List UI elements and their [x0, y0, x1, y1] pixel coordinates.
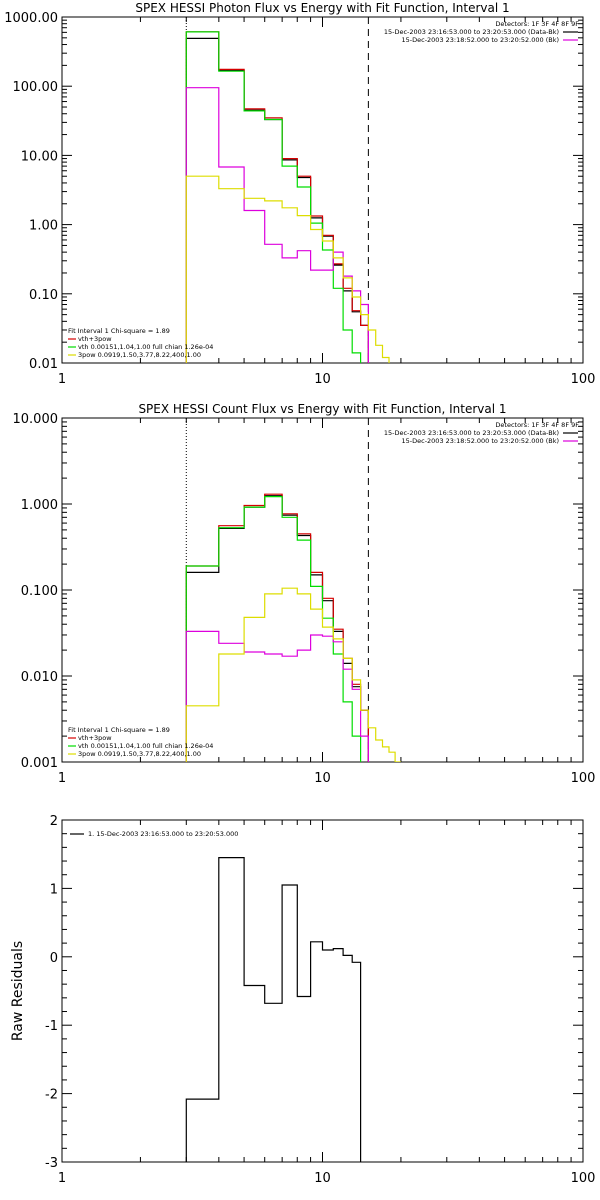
legend-text: 3pow 0.0919,1.50,3.77,8.22,400,1.00	[78, 351, 201, 359]
x-tick-label: 1	[58, 1171, 66, 1186]
series-5-line	[185, 587, 401, 762]
series-2-line	[185, 31, 369, 363]
y-tick-label: 10.00	[21, 149, 58, 164]
series-5-line	[185, 175, 390, 363]
y-tick-label: 100.00	[13, 80, 59, 95]
series-1-line	[185, 857, 362, 1162]
legend-text: Fit Interval 1 Chi-square = 1.89	[68, 726, 170, 734]
y-tick-label: 0.100	[21, 584, 58, 599]
series-4-line	[185, 630, 369, 762]
legend-text: 15-Dec-2003 23:18:52.000 to 23:20:52.000…	[402, 36, 560, 44]
series-2-line	[185, 493, 369, 762]
legend-text: 15-Dec-2003 23:18:52.000 to 23:20:52.000…	[402, 437, 560, 445]
y-tick-label: -3	[45, 1156, 58, 1171]
x-tick-label: 10	[314, 1171, 331, 1186]
x-tick-label: 10	[314, 372, 331, 387]
y-tick-label: 0.010	[21, 670, 58, 685]
legend-text: 3pow 0.0919,1.50,3.77,8.22,400,1.00	[78, 750, 201, 758]
series-3-line	[185, 31, 362, 363]
chart-1: SPEX HESSI Photon Flux vs Energy with Fi…	[4, 1, 595, 387]
series-4-line	[185, 87, 369, 363]
x-tick-label: 10	[314, 771, 331, 786]
legend-text: Detectors: 1F 3F 4F 8F 9F	[495, 421, 579, 429]
plot-frame	[61, 819, 584, 1163]
chart-3: Raw Residuals 1 10 100 -3 -2 -1 0 1 2 1. 15-Dec-20…	[10, 814, 595, 1186]
y-tick-label: 2	[50, 814, 58, 829]
plot-frame	[61, 16, 584, 364]
y-tick-label: 1.000	[21, 498, 58, 513]
legend-text: vth+3pow	[78, 734, 112, 742]
legend-text: Detectors: 1F 3F 4F 8F 9F	[495, 20, 579, 28]
y-tick-label: 1.00	[29, 219, 58, 234]
y-tick-label: 1	[50, 882, 58, 897]
legend-text: 15-Dec-2003 23:16:53.000 to 23:20:53.000…	[384, 429, 559, 437]
y-tick-label: -1	[45, 1019, 58, 1034]
legend-text: 1. 15-Dec-2003 23:16:53.000 to 23:20:53.…	[88, 830, 238, 838]
chart-title: SPEX HESSI Count Flux vs Energy with Fit…	[138, 402, 506, 416]
y-tick-label: -2	[45, 1088, 58, 1103]
legend-text: vth+3pow	[78, 335, 112, 343]
y-axis-label: Raw Residuals	[10, 941, 26, 1041]
x-tick-label: 100	[571, 372, 596, 387]
x-tick-label: 1	[58, 372, 66, 387]
x-tick-label: 100	[571, 1171, 596, 1186]
x-tick-label: 1	[58, 771, 66, 786]
legend-text: vth 0.00151,1.04,1.00 full chian 1.26e-0…	[78, 343, 213, 351]
y-tick-label: 0.10	[29, 288, 58, 303]
y-tick-label: 10.000	[13, 412, 59, 427]
x-tick-label: 100	[571, 771, 596, 786]
legend-text: vth 0.00151,1.04,1.00 full chian 1.26e-0…	[78, 742, 213, 750]
y-tick-label: 1000.00	[4, 11, 58, 26]
legend-text: Fit Interval 1 Chi-square = 1.89	[68, 327, 170, 335]
legend-text: 15-Dec-2003 23:16:53.000 to 23:20:53.000…	[384, 28, 559, 36]
chart-2: SPEX HESSI Count Flux vs Energy with Fit…	[13, 402, 596, 786]
series-3-line	[185, 496, 362, 762]
y-tick-label: 0.01	[29, 357, 58, 372]
y-tick-label: 0	[50, 951, 58, 966]
chart-title: SPEX HESSI Photon Flux vs Energy with Fi…	[135, 1, 509, 15]
y-tick-label: 0.001	[21, 756, 58, 771]
